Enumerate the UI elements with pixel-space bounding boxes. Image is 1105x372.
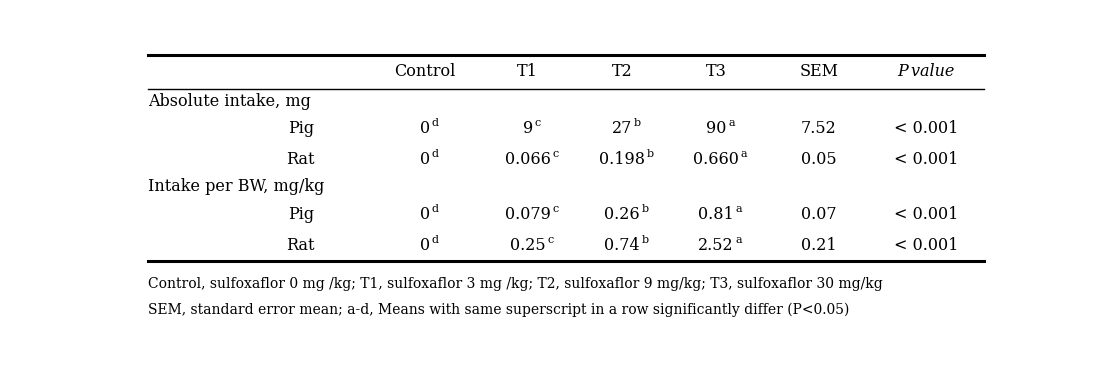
Text: a: a bbox=[736, 204, 743, 214]
Text: b: b bbox=[642, 235, 649, 245]
Text: 90: 90 bbox=[706, 120, 726, 137]
Text: Rat: Rat bbox=[286, 151, 315, 168]
Text: b: b bbox=[646, 150, 654, 159]
Text: c: c bbox=[535, 118, 540, 128]
Text: 0.74: 0.74 bbox=[604, 237, 640, 254]
Text: < 0.001: < 0.001 bbox=[894, 206, 958, 223]
Text: 0.079: 0.079 bbox=[505, 206, 550, 223]
Text: P value: P value bbox=[897, 63, 955, 80]
Text: Control, sulfoxaflor 0 mg /kg; T1, sulfoxaflor 3 mg /kg; T2, sulfoxaflor 9 mg/kg: Control, sulfoxaflor 0 mg /kg; T1, sulfo… bbox=[148, 277, 883, 291]
Text: 0.25: 0.25 bbox=[511, 237, 546, 254]
Text: 0.21: 0.21 bbox=[801, 237, 836, 254]
Text: d: d bbox=[432, 118, 439, 128]
Text: Intake per BW, mg/kg: Intake per BW, mg/kg bbox=[148, 179, 325, 195]
Text: 0.81: 0.81 bbox=[698, 206, 734, 223]
Text: d: d bbox=[432, 204, 439, 214]
Text: < 0.001: < 0.001 bbox=[894, 120, 958, 137]
Text: < 0.001: < 0.001 bbox=[894, 151, 958, 168]
Text: Pig: Pig bbox=[287, 120, 314, 137]
Text: 7.52: 7.52 bbox=[801, 120, 836, 137]
Text: a: a bbox=[740, 150, 747, 159]
Text: c: c bbox=[547, 235, 554, 245]
Text: a: a bbox=[736, 235, 743, 245]
Text: b: b bbox=[642, 204, 649, 214]
Text: 9: 9 bbox=[523, 120, 533, 137]
Text: < 0.001: < 0.001 bbox=[894, 237, 958, 254]
Text: a: a bbox=[728, 118, 735, 128]
Text: 0.066: 0.066 bbox=[505, 151, 550, 168]
Text: 0: 0 bbox=[420, 237, 430, 254]
Text: 27: 27 bbox=[612, 120, 632, 137]
Text: SEM, standard error mean; a-d, Means with same superscript in a row significantl: SEM, standard error mean; a-d, Means wit… bbox=[148, 302, 850, 317]
Text: 0: 0 bbox=[420, 151, 430, 168]
Text: d: d bbox=[432, 150, 439, 159]
Text: 0: 0 bbox=[420, 120, 430, 137]
Text: 0.660: 0.660 bbox=[693, 151, 739, 168]
Text: T3: T3 bbox=[706, 63, 727, 80]
Text: c: c bbox=[552, 150, 559, 159]
Text: c: c bbox=[552, 204, 559, 214]
Text: T2: T2 bbox=[611, 63, 632, 80]
Text: Absolute intake, mg: Absolute intake, mg bbox=[148, 93, 312, 109]
Text: 0.198: 0.198 bbox=[599, 151, 645, 168]
Text: T1: T1 bbox=[517, 63, 538, 80]
Text: Rat: Rat bbox=[286, 237, 315, 254]
Text: 2.52: 2.52 bbox=[698, 237, 734, 254]
Text: 0.05: 0.05 bbox=[801, 151, 836, 168]
Text: 0.26: 0.26 bbox=[604, 206, 640, 223]
Text: d: d bbox=[432, 235, 439, 245]
Text: SEM: SEM bbox=[799, 63, 839, 80]
Text: Pig: Pig bbox=[287, 206, 314, 223]
Text: Control: Control bbox=[394, 63, 455, 80]
Text: 0.07: 0.07 bbox=[801, 206, 836, 223]
Text: 0: 0 bbox=[420, 206, 430, 223]
Text: b: b bbox=[634, 118, 641, 128]
